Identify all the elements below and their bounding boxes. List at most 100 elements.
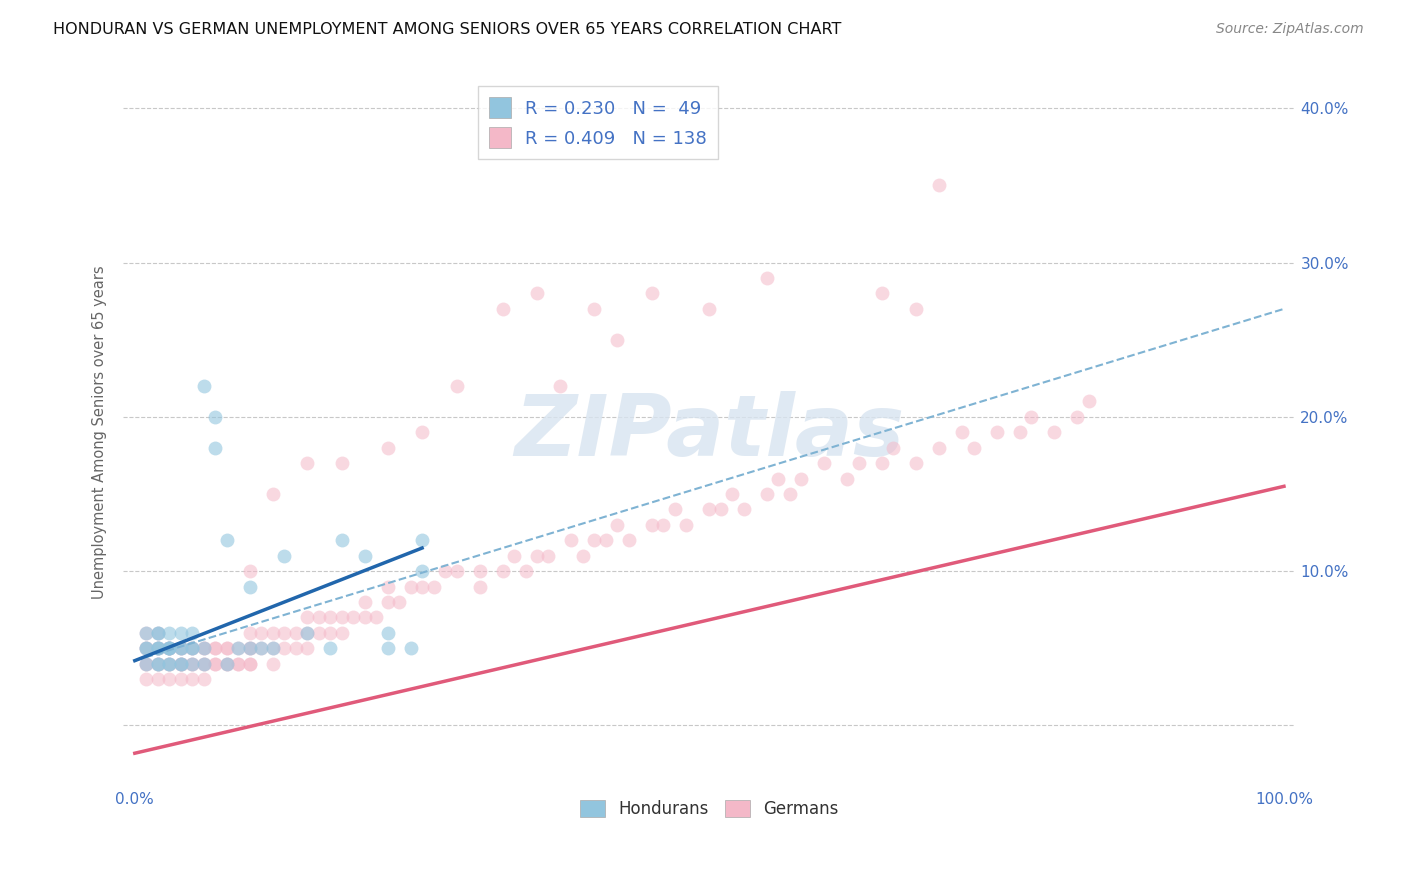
- Point: [583, 301, 606, 316]
- Point: [157, 657, 180, 671]
- Point: [146, 626, 169, 640]
- Point: [146, 657, 169, 671]
- Point: [491, 564, 513, 578]
- Point: [135, 626, 157, 640]
- Point: [503, 549, 526, 563]
- Point: [986, 425, 1008, 440]
- Point: [537, 549, 560, 563]
- Point: [135, 641, 157, 656]
- Point: [284, 626, 307, 640]
- Point: [319, 641, 342, 656]
- Point: [583, 533, 606, 548]
- Text: ZIPatlas: ZIPatlas: [515, 391, 904, 474]
- Point: [837, 472, 859, 486]
- Point: [870, 286, 893, 301]
- Point: [239, 580, 262, 594]
- Point: [262, 641, 284, 656]
- Point: [928, 178, 950, 193]
- Point: [146, 657, 169, 671]
- Point: [135, 657, 157, 671]
- Point: [215, 657, 238, 671]
- Point: [181, 657, 204, 671]
- Point: [353, 610, 375, 624]
- Point: [157, 641, 180, 656]
- Point: [330, 456, 353, 470]
- Point: [170, 626, 193, 640]
- Point: [157, 672, 180, 686]
- Point: [215, 641, 238, 656]
- Point: [526, 286, 548, 301]
- Point: [572, 549, 595, 563]
- Point: [675, 517, 697, 532]
- Point: [377, 580, 399, 594]
- Point: [135, 626, 157, 640]
- Point: [905, 456, 928, 470]
- Point: [250, 641, 273, 656]
- Point: [204, 409, 226, 424]
- Point: [170, 657, 193, 671]
- Point: [135, 641, 157, 656]
- Point: [606, 333, 628, 347]
- Point: [262, 657, 284, 671]
- Point: [950, 425, 973, 440]
- Point: [193, 641, 215, 656]
- Point: [848, 456, 870, 470]
- Point: [157, 657, 180, 671]
- Point: [526, 549, 548, 563]
- Text: Source: ZipAtlas.com: Source: ZipAtlas.com: [1216, 22, 1364, 37]
- Point: [239, 626, 262, 640]
- Point: [170, 641, 193, 656]
- Point: [239, 641, 262, 656]
- Point: [434, 564, 457, 578]
- Point: [468, 564, 491, 578]
- Point: [226, 641, 249, 656]
- Point: [193, 657, 215, 671]
- Point: [170, 657, 193, 671]
- Point: [721, 487, 744, 501]
- Point: [146, 626, 169, 640]
- Point: [548, 379, 571, 393]
- Point: [146, 641, 169, 656]
- Point: [330, 533, 353, 548]
- Point: [366, 610, 388, 624]
- Point: [193, 641, 215, 656]
- Point: [170, 641, 193, 656]
- Point: [399, 641, 422, 656]
- Point: [411, 425, 433, 440]
- Point: [284, 641, 307, 656]
- Point: [295, 610, 318, 624]
- Point: [170, 672, 193, 686]
- Point: [146, 641, 169, 656]
- Point: [377, 595, 399, 609]
- Point: [181, 641, 204, 656]
- Point: [204, 641, 226, 656]
- Point: [146, 672, 169, 686]
- Point: [295, 626, 318, 640]
- Point: [181, 657, 204, 671]
- Point: [342, 610, 364, 624]
- Point: [330, 626, 353, 640]
- Point: [699, 502, 721, 516]
- Point: [135, 672, 157, 686]
- Point: [755, 271, 778, 285]
- Point: [181, 672, 204, 686]
- Point: [204, 657, 226, 671]
- Point: [170, 657, 193, 671]
- Point: [135, 641, 157, 656]
- Point: [273, 549, 295, 563]
- Point: [170, 641, 193, 656]
- Point: [157, 641, 180, 656]
- Point: [262, 641, 284, 656]
- Point: [204, 441, 226, 455]
- Point: [157, 641, 180, 656]
- Point: [193, 379, 215, 393]
- Point: [193, 641, 215, 656]
- Point: [468, 580, 491, 594]
- Point: [262, 626, 284, 640]
- Point: [181, 626, 204, 640]
- Point: [135, 641, 157, 656]
- Point: [239, 641, 262, 656]
- Point: [515, 564, 537, 578]
- Point: [330, 610, 353, 624]
- Point: [411, 533, 433, 548]
